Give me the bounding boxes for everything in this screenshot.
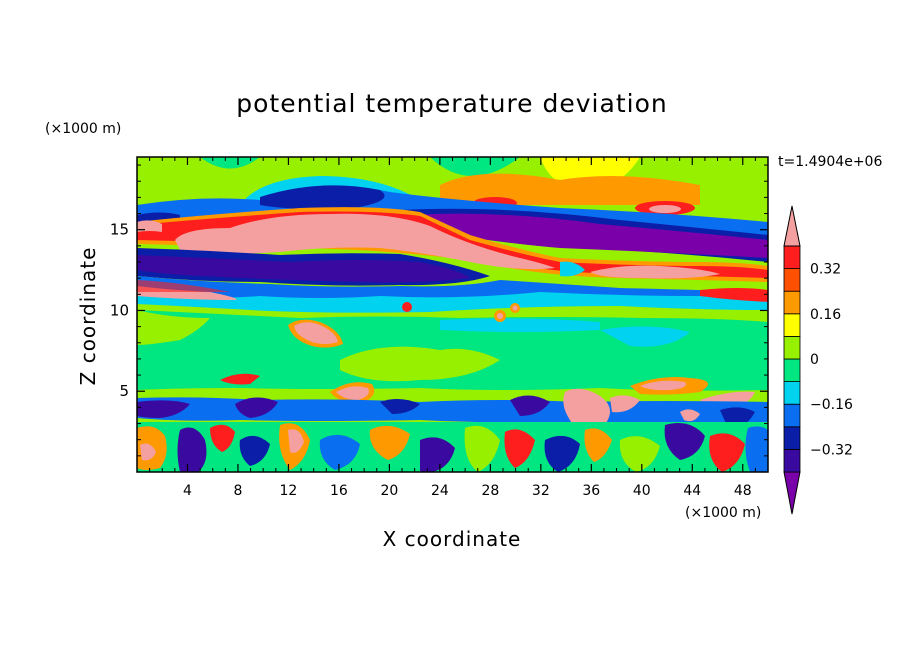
- y-unit-label: (×1000 m): [45, 121, 121, 137]
- chart-title: potential temperature deviation: [236, 89, 667, 118]
- y-tick-label: 5: [119, 382, 129, 400]
- time-label: t=1.4904e+06: [778, 154, 882, 170]
- colorbar-segment: [783, 313, 801, 337]
- contour-field: [137, 157, 768, 472]
- colorbar-tick-label: −0.16: [810, 397, 853, 413]
- x-tick-label: 4: [183, 483, 192, 499]
- colorbar-segment: [783, 426, 801, 450]
- colorbar-extend-high: [783, 205, 801, 247]
- colorbar-segment: [783, 448, 801, 473]
- x-tick-label: 48: [734, 483, 752, 499]
- y-axis: 5 10 15: [110, 164, 768, 457]
- y-tick-label: 10: [110, 301, 129, 319]
- colorbar: 0.32 0.16 0 −0.16 −0.32: [783, 205, 853, 515]
- x-tick-label: 36: [582, 483, 600, 499]
- x-tick-label: 28: [481, 483, 499, 499]
- y-tick-label: 15: [110, 221, 129, 239]
- x-tick-label: 32: [532, 483, 550, 499]
- colorbar-segment: [783, 403, 801, 428]
- x-tick-label: 44: [683, 483, 701, 499]
- colorbar-segment: [783, 268, 801, 292]
- x-unit-label: (×1000 m): [685, 505, 761, 521]
- x-tick-label: 40: [633, 483, 651, 499]
- colorbar-segment: [783, 358, 801, 383]
- x-axis-label: X coordinate: [383, 527, 522, 551]
- colorbar-segment: [783, 245, 801, 270]
- colorbar-segment: [783, 335, 801, 360]
- colorbar-tick-label: 0.16: [810, 307, 841, 323]
- y-axis-label: Z coordinate: [76, 247, 100, 386]
- colorbar-tick-label: 0.32: [810, 262, 841, 278]
- x-tick-label: 24: [431, 483, 449, 499]
- x-tick-label: 16: [330, 483, 348, 499]
- colorbar-extend-low: [783, 471, 801, 515]
- colorbar-tick-label: 0: [810, 352, 819, 368]
- x-tick-label: 8: [233, 483, 242, 499]
- x-axis: 4 8 12 16 20 24 28 32 36 40 44 48: [149, 157, 756, 499]
- x-tick-label: 12: [280, 483, 298, 499]
- x-tick-label: 20: [380, 483, 398, 499]
- colorbar-segment: [783, 381, 801, 405]
- colorbar-tick-label: −0.32: [810, 442, 853, 458]
- colorbar-segment: [783, 290, 801, 315]
